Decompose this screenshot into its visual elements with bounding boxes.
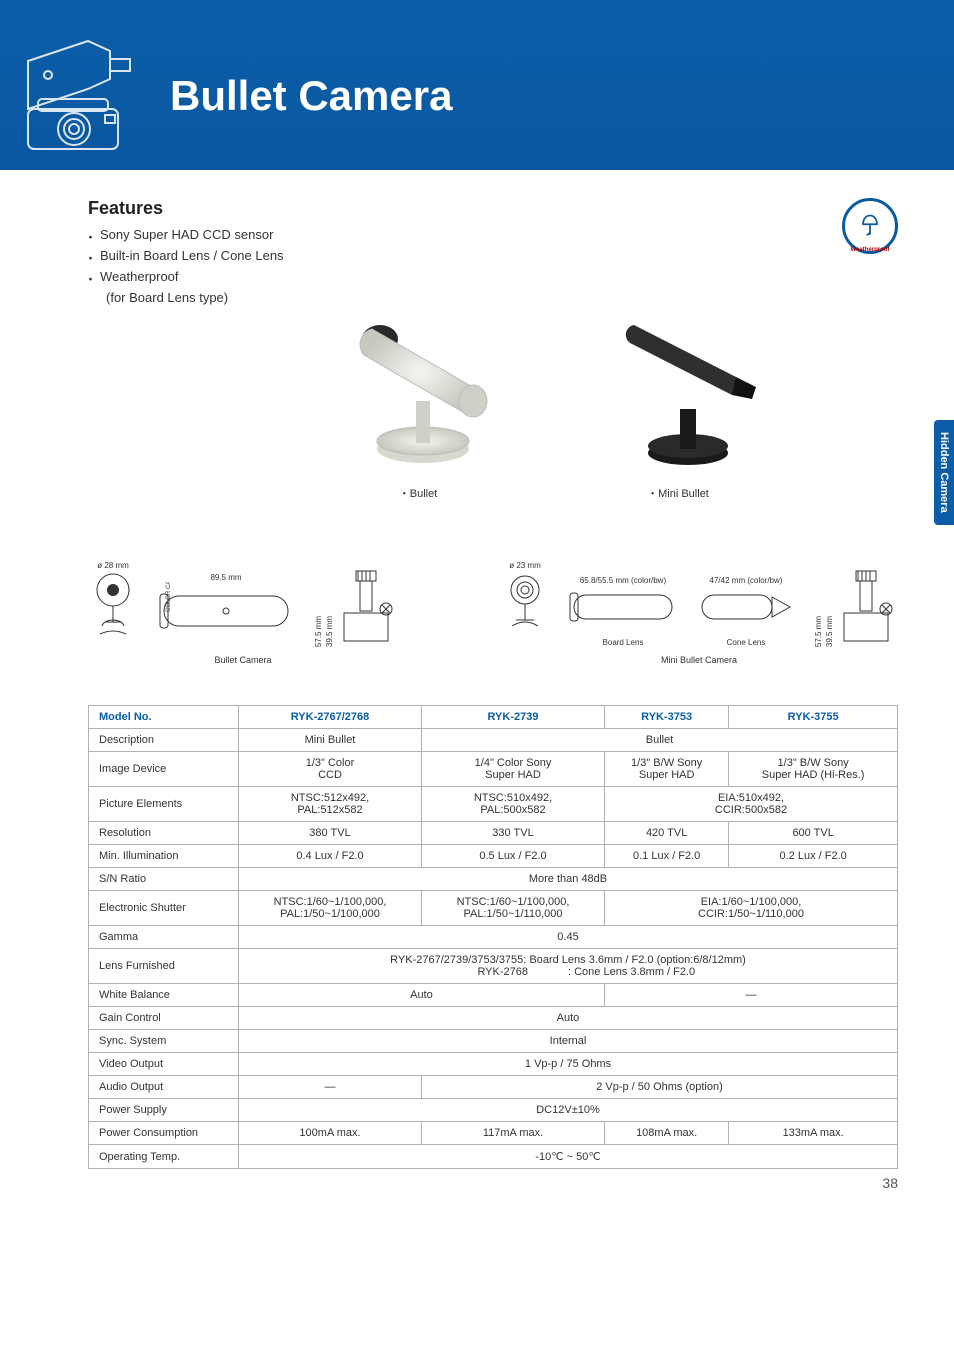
cell: NTSC:1/60~1/100,000,PAL:1/50~1/100,000 xyxy=(239,891,422,926)
row-label: Min. Illumination xyxy=(89,845,239,868)
page-header: Bullet Camera xyxy=(0,22,954,170)
cell: Bullet xyxy=(422,729,898,752)
cell: 420 TVL xyxy=(605,822,729,845)
weatherproof-label: Weatherproof xyxy=(851,247,890,253)
bullet-label: Bullet xyxy=(399,485,438,501)
diagram-caption: Mini Bullet Camera xyxy=(661,655,737,665)
row-label: Resolution xyxy=(89,822,239,845)
row-label: Power Supply xyxy=(89,1099,239,1122)
cell: -10℃ ~ 50℃ xyxy=(239,1145,898,1169)
cell: 0.5 Lux / F2.0 xyxy=(422,845,605,868)
cell: 330 TVL xyxy=(422,822,605,845)
cell: DC12V±10% xyxy=(239,1099,898,1122)
cell: NTSC:512x492,PAL:512x582 xyxy=(239,787,422,822)
row-label: Operating Temp. xyxy=(89,1145,239,1169)
cell: 108mA max. xyxy=(605,1122,729,1145)
dim-label: 65.8/55.5 mm (color/bw) xyxy=(568,576,678,585)
row-label: Description xyxy=(89,729,239,752)
cell: RYK-2767/2739/3753/3755: Board Lens 3.6m… xyxy=(239,949,898,984)
row-label: Gain Control xyxy=(89,1007,239,1030)
features-heading: Features xyxy=(88,198,284,219)
cell: 100mA max. xyxy=(239,1122,422,1145)
row-label: Picture Elements xyxy=(89,787,239,822)
dim-label: 47/42 mm (color/bw) xyxy=(696,576,796,585)
th-col: RYK-2767/2768 xyxy=(239,706,422,729)
svg-text:COLOR CAMERA: COLOR CAMERA xyxy=(166,582,172,612)
mini-bullet-camera-image xyxy=(568,281,788,481)
top-band xyxy=(0,0,954,22)
cell: Auto xyxy=(239,1007,898,1030)
cell: EIA:510x492,CCIR:500x582 xyxy=(605,787,898,822)
mini-bullet-label: Mini Bullet xyxy=(647,485,709,501)
feature-item: Weatherproof xyxy=(88,269,284,284)
dim-label: 89.5 mm xyxy=(156,573,296,582)
dim-sub: Cone Lens xyxy=(696,638,796,647)
dim-label: ø 23 mm xyxy=(500,561,550,570)
cell: — xyxy=(239,1076,422,1099)
th-col: RYK-2739 xyxy=(422,706,605,729)
cell: 600 TVL xyxy=(729,822,898,845)
cell: NTSC:510x492,PAL:500x582 xyxy=(422,787,605,822)
diagram-caption: Bullet Camera xyxy=(214,655,271,665)
row-label: Electronic Shutter xyxy=(89,891,239,926)
row-label: Audio Output xyxy=(89,1076,239,1099)
dimension-diagrams: ø 28 mm 89.5 mm COLOR CAMERA 57.5 mm 39.… xyxy=(88,561,898,665)
dim-label: 57.5 mm xyxy=(314,616,323,647)
cell: 380 TVL xyxy=(239,822,422,845)
cell: EIA:1/60~1/100,000,CCIR:1/50~1/110,000 xyxy=(605,891,898,926)
cell: 0.2 Lux / F2.0 xyxy=(729,845,898,868)
row-label: Power Consumption xyxy=(89,1122,239,1145)
page-title: Bullet Camera xyxy=(170,72,452,120)
dim-sub: Board Lens xyxy=(568,638,678,647)
weatherproof-badge: Weatherproof xyxy=(842,198,898,254)
row-label: Sync. System xyxy=(89,1030,239,1053)
row-label: Video Output xyxy=(89,1053,239,1076)
page-number: 38 xyxy=(882,1175,898,1191)
cell: 1 Vp-p / 75 Ohms xyxy=(239,1053,898,1076)
cell: 0.1 Lux / F2.0 xyxy=(605,845,729,868)
cell: Internal xyxy=(239,1030,898,1053)
feature-item: Built-in Board Lens / Cone Lens xyxy=(88,248,284,263)
cell: 2 Vp-p / 50 Ohms (option) xyxy=(422,1076,898,1099)
cell: Mini Bullet xyxy=(239,729,422,752)
row-label: S/N Ratio xyxy=(89,868,239,891)
th-model: Model No. xyxy=(89,706,239,729)
cell: 1/3" B/W SonySuper HAD (Hi-Res.) xyxy=(729,752,898,787)
row-label: Gamma xyxy=(89,926,239,949)
cell: 0.4 Lux / F2.0 xyxy=(239,845,422,868)
cell: Auto xyxy=(239,984,605,1007)
cell: — xyxy=(605,984,898,1007)
product-images: Bullet Mini Bullet xyxy=(308,281,898,501)
cell: 117mA max. xyxy=(422,1122,605,1145)
cell: 1/3" B/W SonySuper HAD xyxy=(605,752,729,787)
row-label: Lens Furnished xyxy=(89,949,239,984)
cell: 133mA max. xyxy=(729,1122,898,1145)
dim-label: 39.5 mm xyxy=(825,616,834,647)
cell: 1/4" Color SonySuper HAD xyxy=(422,752,605,787)
th-col: RYK-3755 xyxy=(729,706,898,729)
spec-table: Model No. RYK-2767/2768 RYK-2739 RYK-375… xyxy=(88,705,898,1169)
row-label: Image Device xyxy=(89,752,239,787)
feature-item: (for Board Lens type) xyxy=(88,290,284,305)
th-col: RYK-3753 xyxy=(605,706,729,729)
dim-label: ø 28 mm xyxy=(88,561,138,570)
row-label: White Balance xyxy=(89,984,239,1007)
cell: 0.45 xyxy=(239,926,898,949)
cell: More than 48dB xyxy=(239,868,898,891)
dim-label: 39.5 mm xyxy=(325,616,334,647)
cell: NTSC:1/60~1/100,000,PAL:1/50~1/110,000 xyxy=(422,891,605,926)
camera-line-icon xyxy=(0,22,160,170)
cell: 1/3" ColorCCD xyxy=(239,752,422,787)
dim-label: 57.5 mm xyxy=(814,616,823,647)
features-section: Features Sony Super HAD CCD sensor Built… xyxy=(88,198,284,311)
bullet-camera-image xyxy=(308,281,528,481)
feature-item: Sony Super HAD CCD sensor xyxy=(88,227,284,242)
